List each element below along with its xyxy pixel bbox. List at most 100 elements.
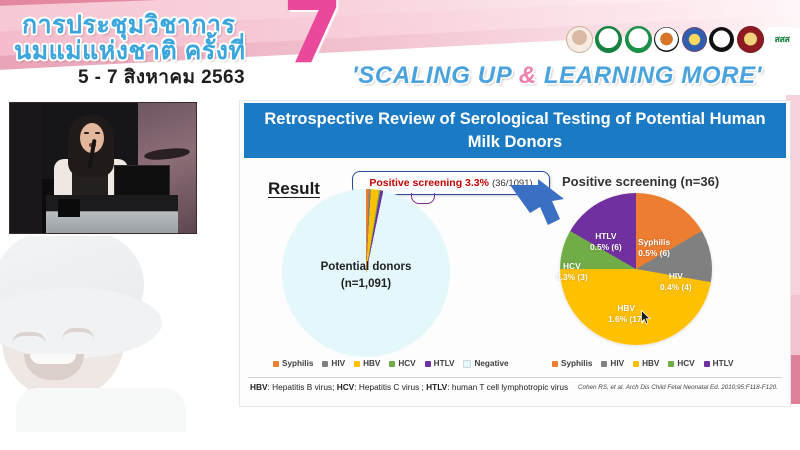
footnote-hcv-key: HCV <box>336 382 355 392</box>
potential-donors-count: (n=1,091) <box>340 277 392 290</box>
logo-green-seal-2-icon <box>595 25 623 53</box>
legend-label-htlv: HTLV <box>433 359 455 368</box>
conference-thai-title-line1: การประชุมวิชาการ <box>22 11 236 39</box>
footnote-htlv-key: HTLV <box>426 382 448 392</box>
potential-donors-pie-chart: Potential donors (n=1,091) <box>282 189 458 365</box>
speaker-eye-right <box>95 132 100 134</box>
tagline-part1: 'SCALING UP <box>352 62 519 89</box>
callout-leader-bracket <box>411 193 435 204</box>
legend-label-hiv: HIV <box>331 359 346 368</box>
legend-r-item-syphilis: Syphilis <box>552 359 592 368</box>
legend-r-label-htlv: HTLV <box>712 359 734 368</box>
positive-screening-chart-title: Positive screening (n=36) <box>562 174 720 189</box>
logo-thaihealth-8-icon: สสส <box>765 26 798 52</box>
legend-r-label-hbv: HBV <box>642 359 660 368</box>
slice-hcv-name: HCV <box>562 261 581 271</box>
potential-donors-title: Potential donors <box>320 261 412 273</box>
slice-label-syphilis: Syphilis 0.5% (6) <box>638 237 670 260</box>
abbreviation-footnote: HBV: Hepatitis B virus; HCV: Hepatitis C… <box>250 382 568 392</box>
slice-hcv-value: 0.3% (3) <box>556 272 588 283</box>
legend-r-item-hcv: HCV <box>668 359 695 368</box>
callout-percent: Positive screening 3.3% <box>369 177 489 189</box>
baby-eye-left <box>12 332 46 344</box>
legend-r-swatch-hbv <box>633 360 640 367</box>
potential-donors-center-label: Potential donors (n=1,091) <box>282 259 450 292</box>
legend-swatch-hcv <box>389 360 396 367</box>
legend-r-label-hcv: HCV <box>677 359 695 368</box>
legend-r-swatch-hcv <box>668 360 675 367</box>
positive-screening-pie-slices <box>560 193 712 345</box>
footnote-hbv-key: HBV <box>250 382 268 392</box>
sponsor-logo-row: สสส <box>566 25 798 53</box>
presentation-slide: Retrospective Review of Serological Test… <box>239 100 791 407</box>
potential-donors-pie-slices <box>282 189 450 357</box>
baby-shirt <box>16 388 186 432</box>
slide-title: Retrospective Review of Serological Test… <box>244 103 786 158</box>
legend-r-label-hiv: HIV <box>610 359 625 368</box>
legend-item-hiv: HIV <box>322 359 345 368</box>
legend-item-hcv: HCV <box>389 359 416 368</box>
legend-item-negative: Negative <box>463 359 509 368</box>
baby-hat-brim <box>0 288 162 358</box>
legend-r-item-hbv: HBV <box>633 359 659 368</box>
slice-hiv-name: HIV <box>668 271 683 281</box>
slice-htlv-name: HTLV <box>595 231 617 241</box>
baby-teeth <box>30 354 76 364</box>
logo-thaihealth-text: สสส <box>774 34 790 44</box>
conference-date: 5 - 7 สิงหาคม 2563 <box>78 67 245 88</box>
legend-r-swatch-syphilis <box>552 360 558 367</box>
legend-right-chart: Syphilis HIV HBV HCV HTLV <box>552 359 733 368</box>
speaker-video-feed[interactable] <box>10 103 196 233</box>
footnote-htlv-def: : human T cell lymphotropic virus <box>447 382 569 392</box>
legend-swatch-hbv <box>354 360 361 367</box>
slice-syphilis-value: 0.5% (6) <box>638 248 670 259</box>
legend-swatch-htlv <box>424 360 431 367</box>
baby-watermark-image <box>0 236 196 432</box>
tagline-part2: LEARNING MORE' <box>536 62 763 89</box>
conference-tagline: 'SCALING UP & LEARNING MORE' <box>352 62 762 90</box>
slice-label-htlv: HTLV 0.5% (6) <box>590 231 622 254</box>
white-panel-bottom <box>196 404 800 450</box>
slice-htlv-value: 0.5% (6) <box>590 242 622 253</box>
legend-label-syphilis: Syphilis <box>282 359 314 368</box>
tagline-ampersand: & <box>518 62 537 89</box>
callout-fraction: (36/1091) <box>491 177 533 189</box>
baby-eye-right <box>62 328 94 340</box>
podium-panel <box>58 199 80 217</box>
conference-thai-title-line2: นมแม่แห่งชาติ ครั้งที่ <box>14 37 246 65</box>
legend-left-chart: Syphilis HIV HBV HCV HTLV Negative <box>273 359 509 368</box>
logo-royal-crest-5-icon <box>681 26 707 52</box>
logo-green-seal-3-icon <box>624 25 652 53</box>
conference-edition-number: 7 <box>282 0 344 83</box>
laptop-icon <box>114 165 170 197</box>
legend-r-item-hiv: HIV <box>601 359 624 368</box>
flow-arrow-icon <box>510 179 564 225</box>
speaker-eye-left <box>84 132 89 134</box>
legend-label-hcv: HCV <box>398 359 416 368</box>
slice-hiv-value: 0.4% (4) <box>660 282 692 293</box>
legend-item-htlv: HTLV <box>424 359 455 368</box>
logo-red-crest-7-icon <box>736 25 764 53</box>
slice-syphilis-name: Syphilis <box>638 237 671 247</box>
slice-hbv-name: HBV <box>617 303 635 313</box>
result-heading: Result <box>268 179 320 198</box>
legend-r-item-htlv: HTLV <box>703 359 734 368</box>
logo-black-seal-6-icon <box>709 26 735 52</box>
legend-r-swatch-htlv <box>703 360 710 367</box>
legend-swatch-hiv <box>322 360 329 367</box>
legend-item-syphilis: Syphilis <box>273 359 313 368</box>
legend-r-label-syphilis: Syphilis <box>561 359 593 368</box>
footnote-divider <box>248 377 782 378</box>
logo-ministry-4-icon <box>654 26 680 52</box>
baby-hat <box>0 236 144 328</box>
slice-label-hbv: HBV 1.6% (17) <box>608 303 644 326</box>
legend-r-swatch-hiv <box>601 360 608 367</box>
mouse-cursor-icon <box>641 310 651 325</box>
legend-label-hbv: HBV <box>363 359 381 368</box>
footnote-hcv-def: : Hepatitis C virus ; <box>354 382 427 392</box>
slice-label-hiv: HIV 0.4% (4) <box>660 271 692 294</box>
logo-foundation-1-icon <box>566 25 593 53</box>
footnote-hbv-def: : Hepatitis B virus; <box>267 382 337 392</box>
slice-label-hcv: HCV 0.3% (3) <box>556 261 588 284</box>
